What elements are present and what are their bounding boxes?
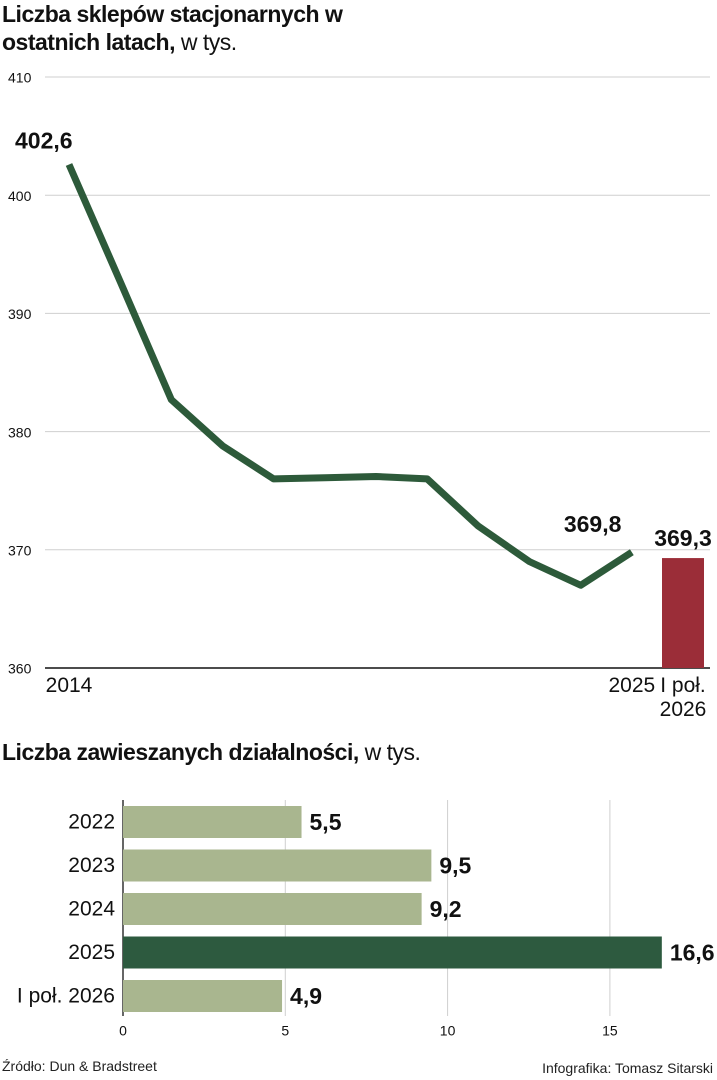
bar bbox=[662, 558, 704, 668]
y-tick-label: 360 bbox=[8, 661, 32, 677]
x-tick-label-box: 2025 bbox=[608, 674, 656, 697]
x-tick-label: 0 bbox=[119, 1023, 127, 1039]
x-tick-label: 2014 bbox=[45, 674, 93, 697]
title-text: Liczba zawieszanych działalności, bbox=[2, 739, 359, 765]
x-tick-label: 2025 bbox=[608, 674, 656, 697]
y-tick-label: 2025 bbox=[68, 941, 115, 964]
value-label: 369,8 bbox=[564, 511, 622, 537]
value-label: 16,6 bbox=[670, 940, 715, 966]
credit: Infografika: Tomasz Sitarski bbox=[542, 1060, 713, 1076]
x-tick-label: 15 bbox=[602, 1023, 618, 1039]
y-tick-label: 410 bbox=[8, 70, 32, 86]
unit: w tys. bbox=[180, 29, 237, 55]
bar bbox=[123, 893, 422, 925]
value-label: 5,5 bbox=[310, 809, 342, 835]
chart-title: Liczba zawieszanych działalności, w tys. bbox=[2, 738, 702, 766]
source: Źródło: Dun & Bradstreet bbox=[2, 1058, 157, 1074]
x-tick-label: 5 bbox=[281, 1023, 289, 1039]
bar bbox=[123, 980, 283, 1012]
x-tick-label-box: 2014 bbox=[45, 674, 93, 697]
value-label: 4,9 bbox=[290, 983, 322, 1009]
y-tick-label: 2023 bbox=[68, 854, 115, 877]
value-label: 9,5 bbox=[439, 853, 471, 879]
y-tick-label: 2022 bbox=[68, 811, 115, 834]
value-label: 9,2 bbox=[430, 896, 462, 922]
y-tick-label: 380 bbox=[8, 424, 32, 440]
x-tick-label-box: I poł. 2026 bbox=[659, 674, 707, 721]
y-tick-label: 2024 bbox=[68, 898, 115, 921]
x-tick-label: I poł. 2026 bbox=[659, 674, 707, 721]
y-tick-label: 400 bbox=[8, 188, 32, 204]
bar bbox=[123, 849, 432, 882]
y-tick-label: 390 bbox=[8, 306, 32, 322]
x-tick-label: 10 bbox=[440, 1023, 456, 1039]
line bbox=[65, 163, 634, 589]
chart-title: Liczba sklepów stacjonarnych w ostatnich… bbox=[2, 0, 382, 56]
value-label: 402,6 bbox=[15, 128, 73, 154]
title-text: Liczba sklepów stacjonarnych w ostatnich… bbox=[2, 1, 343, 55]
y-tick-label: I poł. 2026 bbox=[17, 985, 115, 1008]
bar bbox=[123, 806, 302, 838]
bar bbox=[123, 936, 662, 969]
value-label: 369,3 bbox=[654, 525, 712, 551]
y-tick-label: 370 bbox=[8, 543, 32, 559]
unit: w tys. bbox=[364, 739, 421, 765]
